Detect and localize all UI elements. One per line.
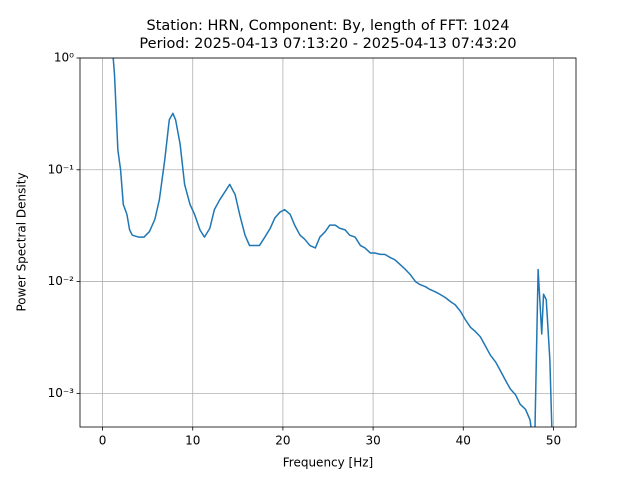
- y-tick-label: 10⁻²: [48, 274, 75, 288]
- chart-title: Station: HRN, Component: By, length of F…: [146, 18, 509, 34]
- plot-area: [112, 58, 553, 427]
- x-tick-label: 20: [275, 434, 290, 448]
- y-tick-label: 10⁻³: [48, 386, 75, 400]
- x-tick-label: 30: [365, 434, 380, 448]
- x-tick-label: 40: [456, 434, 471, 448]
- x-tick-label: 10: [185, 434, 200, 448]
- y-tick-label: 10⁻¹: [48, 162, 75, 176]
- chart-subtitle: Period: 2025-04-13 07:13:20 - 2025-04-13…: [139, 36, 516, 52]
- psd-line: [112, 58, 553, 427]
- y-tick-label: 10⁰: [54, 51, 74, 65]
- x-axis-label: Frequency [Hz]: [283, 456, 374, 470]
- x-tick-label: 50: [546, 434, 561, 448]
- ticks: 0 10 20 30 40 50 10⁻³ 10⁻² 10⁻¹ 10⁰: [48, 51, 562, 448]
- x-tick-label: 0: [99, 434, 107, 448]
- y-axis-label: Power Spectral Density: [15, 172, 29, 311]
- axes-frame: [79, 57, 577, 428]
